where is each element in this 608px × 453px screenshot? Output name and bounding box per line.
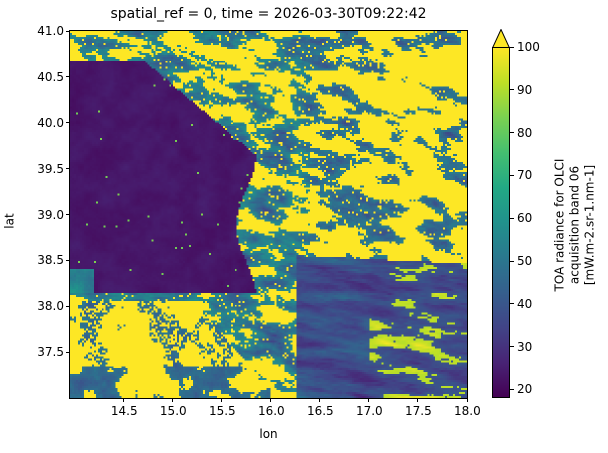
- colorbar-tick-label: 40: [517, 296, 533, 311]
- colorbar-label: TOA radiance for OLCI acquisition band 0…: [553, 159, 598, 292]
- colorbar-tick-mark: [510, 132, 514, 134]
- colorbar-tick-label: 80: [517, 125, 533, 140]
- x-tick-label: 18.0: [454, 404, 481, 418]
- y-tick-mark: [66, 259, 70, 261]
- x-tick-label: 16.0: [257, 404, 285, 418]
- x-axis-label: lon: [259, 427, 278, 441]
- x-tick-mark: [368, 398, 370, 402]
- colorbar-tick-label: 50: [517, 254, 533, 269]
- y-tick-mark: [66, 351, 70, 353]
- y-tick-label: 39.5: [37, 161, 64, 176]
- colorbar-tick-label: 30: [517, 339, 533, 354]
- x-tick-label: 15.5: [208, 404, 236, 418]
- colorbar-tick-mark: [510, 217, 514, 219]
- x-tick-mark: [466, 398, 468, 402]
- colorbar-tick-label: 70: [517, 168, 533, 183]
- colorbar-tick-mark: [510, 388, 514, 390]
- colorbar-tick-mark: [510, 260, 514, 262]
- x-tick-mark: [270, 398, 272, 402]
- colorbar-tick-mark: [510, 46, 514, 48]
- x-tick-label: 15.0: [159, 404, 187, 418]
- x-tick-label: 16.5: [306, 404, 334, 418]
- colorbar-label-line: acquisition band 06: [567, 165, 582, 285]
- y-tick-label: 41.0: [37, 24, 64, 38]
- y-tick-mark: [66, 214, 70, 215]
- x-tick-label: 14.5: [110, 404, 138, 418]
- x-tick-mark: [123, 398, 125, 402]
- x-tick-label: 17.0: [355, 404, 383, 418]
- x-tick-mark: [221, 398, 223, 402]
- colorbar-tick-mark: [510, 174, 514, 176]
- colorbar-tick-label: 20: [517, 382, 533, 397]
- colorbar-tick-label: 100: [517, 40, 540, 54]
- y-axis-label: lat: [2, 213, 17, 229]
- x-tick-mark: [417, 398, 419, 402]
- y-tick-label: 37.5: [37, 345, 64, 360]
- y-tick-mark: [66, 122, 70, 124]
- colorbar-tick-mark: [510, 346, 514, 348]
- radiance-heatmap: [70, 31, 467, 398]
- y-tick-label: 38.5: [37, 253, 64, 268]
- colorbar-tick-label: 60: [517, 211, 533, 226]
- colorbar-extend-triangle: [492, 29, 510, 48]
- x-tick-mark: [172, 398, 174, 402]
- y-tick-label: 39.0: [37, 207, 64, 222]
- plot-frame: [69, 30, 468, 399]
- y-tick-mark: [66, 30, 70, 32]
- y-tick-label: 40.5: [37, 69, 64, 84]
- colorbar-tick-label: 90: [517, 82, 533, 97]
- colorbar-label-line: TOA radiance for OLCI: [552, 158, 567, 292]
- y-tick-mark: [66, 76, 70, 78]
- colorbar-tick-mark: [510, 303, 514, 305]
- colorbar: [492, 47, 510, 398]
- x-tick-mark: [319, 398, 321, 402]
- y-tick-mark: [66, 305, 70, 307]
- chart-title: spatial_ref = 0, time = 2026-03-30T09:22…: [110, 6, 427, 22]
- colorbar-label-line: [mW.m-2.sr-1.nm-1]: [582, 164, 597, 286]
- y-tick-mark: [66, 168, 70, 170]
- y-tick-label: 40.0: [37, 115, 64, 130]
- colorbar-tick-mark: [510, 89, 514, 91]
- y-tick-label: 38.0: [37, 299, 64, 314]
- x-tick-label: 17.5: [404, 404, 432, 418]
